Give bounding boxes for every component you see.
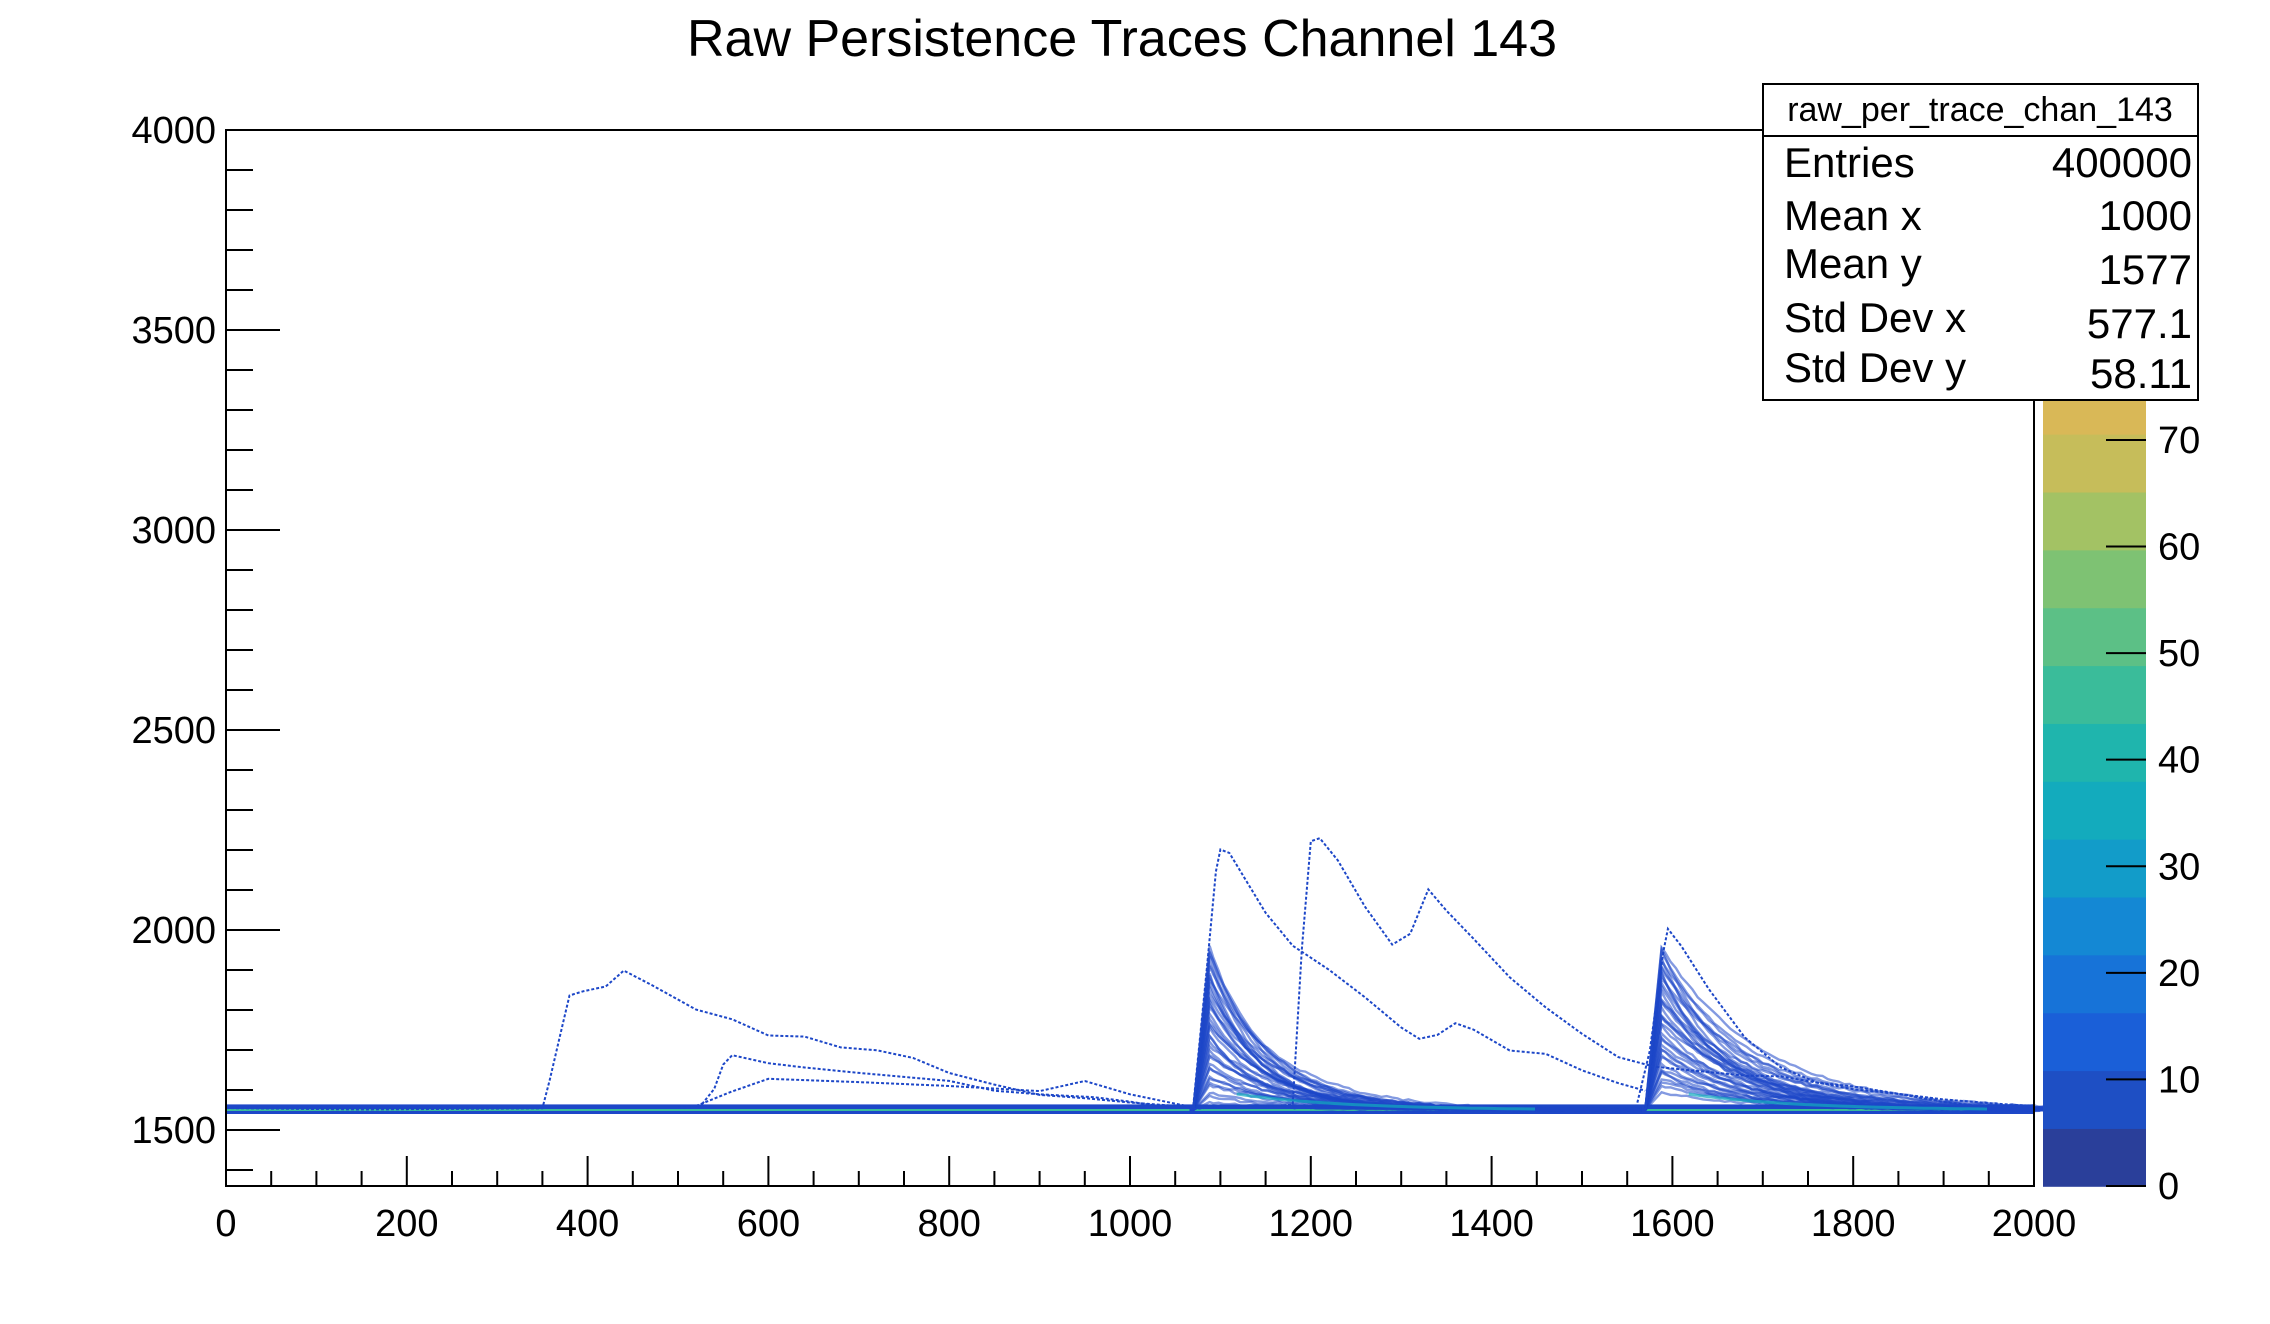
stats-histogram-name: raw_per_trace_chan_143 — [1787, 91, 2173, 129]
outlier-trace-2 — [677, 1054, 1194, 1109]
color-bar-segment — [2043, 838, 2146, 898]
x-tick-label: 1600 — [1630, 1203, 1715, 1245]
color-bar-tick-label: 60 — [2158, 527, 2200, 569]
color-bar-segment — [2043, 1128, 2146, 1187]
color-bar-segment — [2043, 549, 2146, 609]
color-bar-segment — [2043, 491, 2146, 551]
stats-value: 58.11 — [2090, 350, 2192, 397]
y-tick-label: 2000 — [131, 910, 216, 952]
x-tick-label: 1800 — [1811, 1203, 1896, 1245]
x-tick-label: 1400 — [1449, 1203, 1534, 1245]
x-tick-label: 200 — [375, 1203, 438, 1245]
x-tick-label: 0 — [215, 1203, 236, 1245]
trace-layer — [225, 837, 2095, 1114]
x-tick-label: 2000 — [1992, 1203, 2077, 1245]
x-tick-label: 1200 — [1269, 1203, 1354, 1245]
plot-frame-background — [226, 130, 2034, 1186]
stats-label: Std Dev x — [1784, 294, 1966, 341]
color-bar-tick-label: 30 — [2158, 846, 2200, 888]
stats-label: Entries — [1784, 139, 1915, 186]
color-bar-segment — [2043, 954, 2146, 1014]
chart-title: Raw Persistence Traces Channel 143 — [687, 10, 1557, 68]
x-tick-label: 400 — [556, 1203, 619, 1245]
x-tick-label: 600 — [737, 1203, 800, 1245]
color-bar-segment — [2043, 896, 2146, 956]
pulse-core — [1688, 1092, 1988, 1111]
stats-rows: Entries 400000 Mean x 1000 Mean y 1577 Std Dev… — [1784, 139, 2192, 397]
outlier-trace-6 — [1635, 926, 2035, 1108]
stats-label: Mean x — [1784, 192, 1922, 239]
stats-value: 400000 — [2052, 139, 2192, 186]
outlier-trace-3 — [695, 1077, 1185, 1107]
stats-value: 1577 — [2099, 246, 2192, 293]
outlier-trace-1 — [225, 969, 1194, 1111]
y-tick-label: 3500 — [131, 310, 216, 352]
y-tick-label: 2500 — [131, 710, 216, 752]
stats-label: Std Dev y — [1784, 344, 1966, 391]
outlier-trace-5 — [1193, 837, 2035, 1111]
color-bar-tick-label: 10 — [2158, 1059, 2200, 1101]
stats-value: 1000 — [2099, 192, 2192, 239]
color-bar-tick-label: 70 — [2158, 420, 2200, 462]
color-bar-segment — [2043, 607, 2146, 667]
outlier-trace-4 — [1192, 848, 1646, 1106]
pulse-trace — [1189, 951, 1642, 1112]
stats-label: Mean y — [1784, 240, 1922, 287]
pulse-band-1 — [1189, 945, 1643, 1113]
y-tick-label: 3000 — [131, 510, 216, 552]
color-bar-segment — [2043, 781, 2146, 840]
stats-box[interactable]: raw_per_trace_chan_143 Entries 400000 Mean… — [1762, 83, 2199, 401]
x-tick-label: 1000 — [1088, 1203, 1173, 1245]
pulse-band-2 — [1641, 944, 2095, 1113]
pulse-trace — [1641, 944, 2094, 1112]
pulse-trace — [1641, 946, 2094, 1112]
color-bar-segment — [2043, 723, 2146, 782]
color-bar-segment — [2043, 1012, 2146, 1072]
plot-area — [225, 129, 2095, 1187]
y-tick-label: 4000 — [131, 110, 216, 152]
color-bar-tick-label: 0 — [2158, 1166, 2179, 1208]
pulse-core — [1236, 1092, 1536, 1111]
x-tick-label: 800 — [917, 1203, 980, 1245]
color-bar-tick-label: 20 — [2158, 953, 2200, 995]
color-bar-tick-label: 50 — [2158, 633, 2200, 675]
color-bar-tick-label: 40 — [2158, 740, 2200, 782]
y-tick-label: 1500 — [131, 1110, 216, 1152]
color-bar-segment — [2043, 665, 2146, 724]
stats-value: 577.1 — [2087, 300, 2192, 347]
axes-layer: 0 200 400 600 800 1000 1200 1400 1600 1800 2000 150… — [131, 110, 2076, 1245]
color-bar-segment — [2043, 433, 2146, 493]
